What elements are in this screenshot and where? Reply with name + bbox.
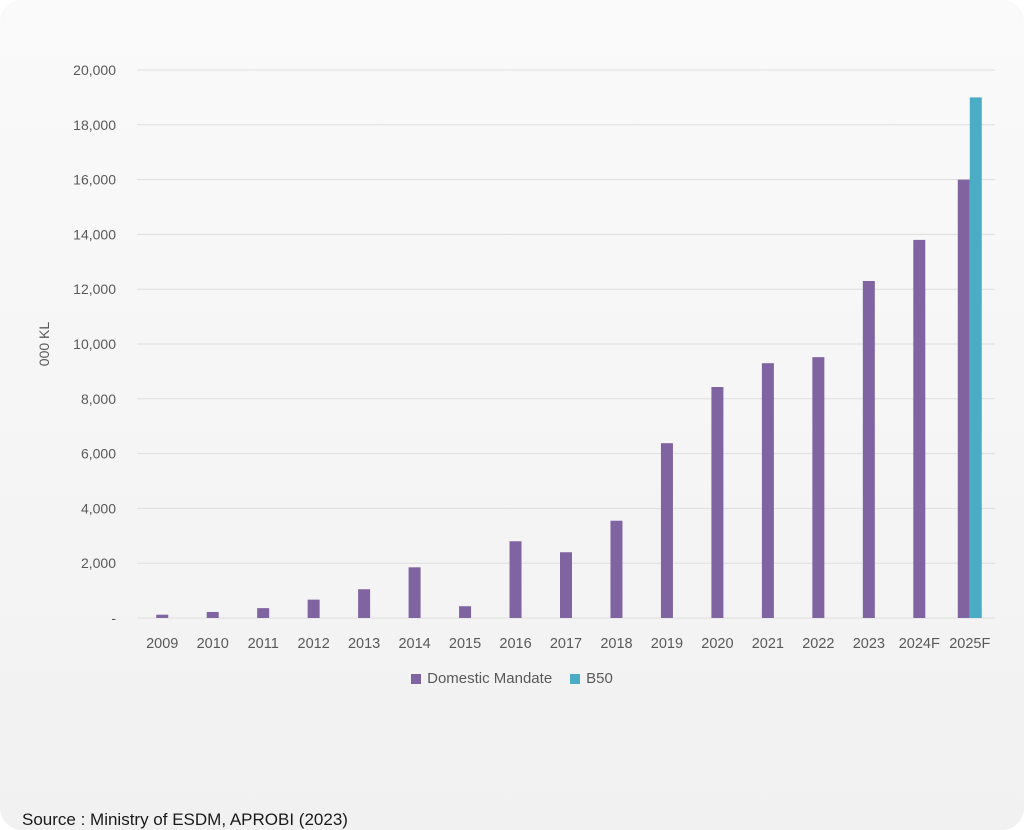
bar-chart: - 2,000 4,000 6,000 8,000 10,000 12,000 14,000 1… (36, 62, 995, 652)
bar-domestic-mandate-2019 (660, 443, 673, 618)
x-tick-label: 2023 (853, 636, 885, 652)
y-tick-label: 2,000 (81, 555, 116, 571)
bar-b50-2025f (969, 97, 982, 618)
y-tick-label: 10,000 (73, 336, 116, 352)
y-tick-label: 12,000 (73, 281, 116, 297)
y-tick-label: 14,000 (73, 226, 116, 242)
bar-domestic-mandate-2010 (206, 611, 219, 618)
legend: Domestic Mandate B50 (0, 670, 1024, 687)
bar-domestic-mandate-2024f (913, 239, 926, 618)
x-tick-label: 2013 (348, 636, 380, 652)
bar-domestic-mandate-2017 (560, 552, 572, 618)
x-axis-ticks: 2009 2010 2011 2012 2013 2014 2015 2016 2017 2018… (146, 636, 990, 652)
bar-domestic-mandate-2022 (812, 357, 825, 618)
bar-domestic-mandate-2012 (307, 599, 320, 618)
x-tick-label: 2020 (701, 636, 733, 652)
source-note: Source : Ministry of ESDM, APROBI (2023) (22, 810, 348, 829)
x-tick-label: 2011 (248, 636, 279, 652)
legend-item: Domestic Mandate (411, 670, 552, 687)
bar-domestic-mandate-2009 (156, 614, 169, 618)
bar-domestic-mandate-2018 (610, 520, 623, 618)
bar-domestic-mandate-2015 (459, 606, 472, 618)
y-axis-label: 000 KL (36, 322, 52, 367)
x-tick-label: 2018 (600, 636, 632, 652)
x-tick-label: 2017 (550, 636, 582, 652)
gridlines (137, 69, 995, 619)
x-tick-label: 2014 (398, 636, 430, 652)
legend-item: B50 (570, 670, 613, 687)
y-tick-label: 4,000 (81, 500, 116, 516)
x-tick-label: 2009 (146, 636, 178, 652)
x-tick-label: 2012 (298, 636, 330, 652)
y-tick-label: 8,000 (81, 391, 116, 407)
bar-domestic-mandate-2014 (408, 567, 421, 618)
x-tick-label: 2024F (899, 636, 940, 652)
y-tick-label: 20,000 (73, 62, 116, 78)
y-tick-label: 18,000 (73, 117, 116, 133)
y-axis-ticks: - 2,000 4,000 6,000 8,000 10,000 12,000 14,000 1… (73, 62, 116, 626)
x-tick-label: 2025F (949, 636, 990, 652)
bar-domestic-mandate-2021 (761, 363, 774, 618)
x-tick-label: 2019 (651, 636, 683, 652)
y-tick-label: - (111, 610, 116, 626)
bar-domestic-mandate-2020 (711, 387, 724, 618)
y-tick-label: 6,000 (81, 446, 116, 462)
x-tick-label: 2016 (499, 636, 531, 652)
bar-domestic-mandate-2023 (862, 280, 875, 618)
bar-domestic-mandate-2025f (957, 179, 970, 618)
bar-domestic-mandate-2013 (358, 589, 371, 618)
bars (156, 97, 982, 618)
legend-swatch (570, 673, 581, 684)
x-tick-label: 2010 (197, 636, 229, 652)
x-tick-label: 2022 (802, 636, 834, 652)
bar-domestic-mandate-2016 (509, 541, 522, 618)
x-tick-label: 2015 (449, 636, 481, 652)
legend-label: B50 (586, 670, 613, 687)
y-tick-label: 16,000 (73, 172, 116, 188)
legend-swatch (411, 673, 422, 684)
bar-domestic-mandate-2011 (257, 608, 270, 618)
legend-label: Domestic Mandate (427, 670, 553, 687)
x-tick-label: 2021 (752, 636, 784, 652)
